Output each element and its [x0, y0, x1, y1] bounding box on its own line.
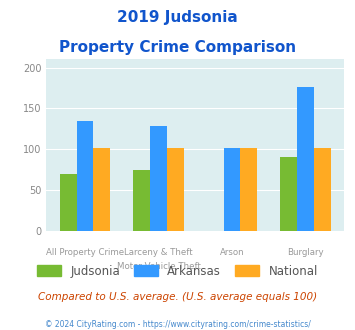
Text: 2019 Judsonia: 2019 Judsonia	[117, 10, 238, 25]
Text: Motor Vehicle Theft: Motor Vehicle Theft	[116, 262, 201, 271]
Bar	[224, 148, 240, 231]
Bar	[240, 148, 257, 231]
Bar	[167, 148, 184, 231]
Legend: Judsonia, Arkansas, National: Judsonia, Arkansas, National	[33, 260, 322, 282]
Bar	[77, 121, 93, 231]
Bar	[150, 126, 167, 231]
Bar	[93, 148, 110, 231]
Bar	[314, 148, 331, 231]
Text: Arson: Arson	[220, 248, 244, 257]
Bar	[60, 174, 77, 231]
Bar	[133, 170, 150, 231]
Text: All Property Crime: All Property Crime	[46, 248, 124, 257]
Text: Larceny & Theft: Larceny & Theft	[124, 248, 193, 257]
Text: © 2024 CityRating.com - https://www.cityrating.com/crime-statistics/: © 2024 CityRating.com - https://www.city…	[45, 320, 310, 329]
Text: Compared to U.S. average. (U.S. average equals 100): Compared to U.S. average. (U.S. average …	[38, 292, 317, 302]
Text: Burglary: Burglary	[287, 248, 324, 257]
Text: Property Crime Comparison: Property Crime Comparison	[59, 40, 296, 54]
Bar	[280, 157, 297, 231]
Bar	[297, 87, 314, 231]
